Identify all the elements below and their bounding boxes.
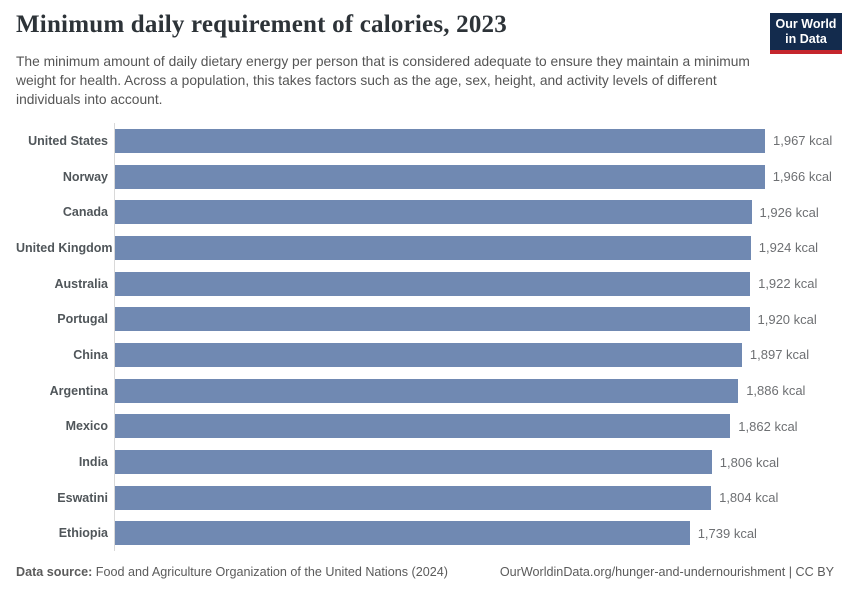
bar [115,307,750,332]
bar-track: 1,966 kcal [114,158,850,195]
bar-row: Portugal 1,920 kcal [16,301,850,338]
bar-track: 1,804 kcal [114,479,850,516]
bar-row: Canada 1,926 kcal [16,194,850,231]
country-label: Argentina [49,383,108,398]
bar-track: 1,739 kcal [114,515,850,552]
page-title: Minimum daily requirement of calories, 2… [16,11,507,38]
value-label: 1,967 kcal [773,133,833,149]
bar [115,128,765,153]
country-label: United Kingdom [16,240,113,255]
bar [115,342,742,367]
bar-track: 1,897 kcal [114,337,850,373]
bar-row: Eswatini 1,804 kcal [16,479,850,516]
value-label: 1,897 kcal [749,347,810,363]
bar-row: China 1,897 kcal [16,337,850,373]
chart-subtitle: The minimum amount of daily dietary ener… [16,54,750,107]
country-label: United States [28,133,108,148]
bar-row: United Kingdom 1,924 kcal [16,230,850,266]
owid-logo-line1: Our World [775,17,837,31]
owid-logo-line2: in Data [785,32,827,46]
country-label: Mexico [65,419,108,434]
bar-track: 1,862 kcal [114,408,850,445]
country-label: India [78,455,108,470]
value-label: 1,920 kcal [757,311,817,327]
bar-row: Norway 1,966 kcal [16,158,850,195]
value-label: 1,926 kcal [759,204,819,220]
owid-url-link[interactable]: OurWorldinData.org/hunger-and-undernouri… [499,565,834,579]
bar-track: 1,920 kcal [114,301,850,338]
owid-logo[interactable]: Our World in Data [770,13,842,54]
bar-track: 1,967 kcal [114,123,850,159]
value-label: 1,804 kcal [719,490,779,506]
bar-row: India 1,806 kcal [16,444,850,480]
value-label: 1,966 kcal [772,169,832,185]
value-label: 1,922 kcal [758,276,818,292]
country-label: Norway [62,169,108,184]
country-label: Ethiopia [58,526,108,541]
bar [115,200,752,225]
bar [115,271,751,296]
bar-row: United States 1,967 kcal [16,123,850,159]
bar-track: 1,926 kcal [114,194,850,231]
bar-row: Australia 1,922 kcal [16,265,850,302]
country-label: Australia [54,276,109,291]
bar-row: Ethiopia 1,739 kcal [16,515,850,552]
country-label: China [73,347,108,362]
bar [115,235,751,260]
bar-track: 1,922 kcal [114,265,850,302]
data-source-label: Data source: [16,565,93,579]
bar-row: Mexico 1,862 kcal [16,408,850,445]
value-label: 1,862 kcal [738,418,798,434]
chart-footer: Data source: Food and Agriculture Organi… [16,565,834,579]
bar [115,414,731,439]
country-label: Portugal [57,312,108,327]
data-source-text: Food and Agriculture Organization of the… [92,565,448,579]
country-label: Eswatini [57,490,108,505]
bar [115,164,765,189]
bar-track: 1,924 kcal [114,230,850,266]
bar-track: 1,886 kcal [114,372,850,409]
value-label: 1,739 kcal [697,525,757,541]
bar [115,521,690,546]
bar [115,378,739,403]
bar [115,450,712,475]
country-label: Canada [62,205,108,220]
value-label: 1,924 kcal [758,240,819,256]
bar-row: Argentina 1,886 kcal [16,372,850,409]
data-source: Data source: Food and Agriculture Organi… [16,565,448,579]
bar-chart: United States 1,967 kcal Norway 1,966 kcal C… [16,123,850,552]
bar [115,485,712,510]
value-label: 1,886 kcal [746,383,806,399]
bar-track: 1,806 kcal [114,444,850,480]
value-label: 1,806 kcal [719,454,780,470]
